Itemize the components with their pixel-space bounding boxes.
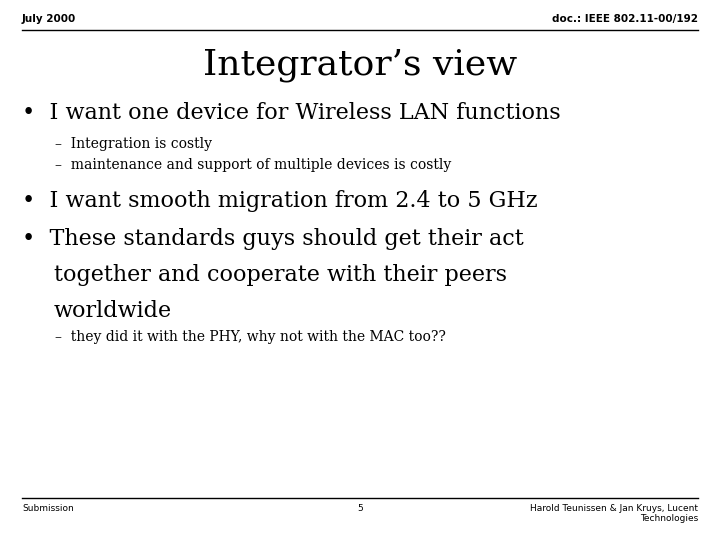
Text: doc.: IEEE 802.11-00/192: doc.: IEEE 802.11-00/192 (552, 14, 698, 24)
Text: –  they did it with the PHY, why not with the MAC too??: – they did it with the PHY, why not with… (55, 330, 446, 344)
Text: 5: 5 (357, 504, 363, 513)
Text: –  maintenance and support of multiple devices is costly: – maintenance and support of multiple de… (55, 158, 451, 172)
Text: worldwide: worldwide (54, 300, 172, 322)
Text: July 2000: July 2000 (22, 14, 76, 24)
Text: Technologies: Technologies (640, 514, 698, 523)
Text: Integrator’s view: Integrator’s view (203, 48, 517, 82)
Text: •  I want one device for Wireless LAN functions: • I want one device for Wireless LAN fun… (22, 102, 561, 124)
Text: –  Integration is costly: – Integration is costly (55, 137, 212, 151)
Text: Submission: Submission (22, 504, 73, 513)
Text: •  I want smooth migration from 2.4 to 5 GHz: • I want smooth migration from 2.4 to 5 … (22, 190, 538, 212)
Text: •  These standards guys should get their act: • These standards guys should get their … (22, 228, 523, 250)
Text: together and cooperate with their peers: together and cooperate with their peers (54, 264, 507, 286)
Text: Harold Teunissen & Jan Kruys, Lucent: Harold Teunissen & Jan Kruys, Lucent (530, 504, 698, 513)
